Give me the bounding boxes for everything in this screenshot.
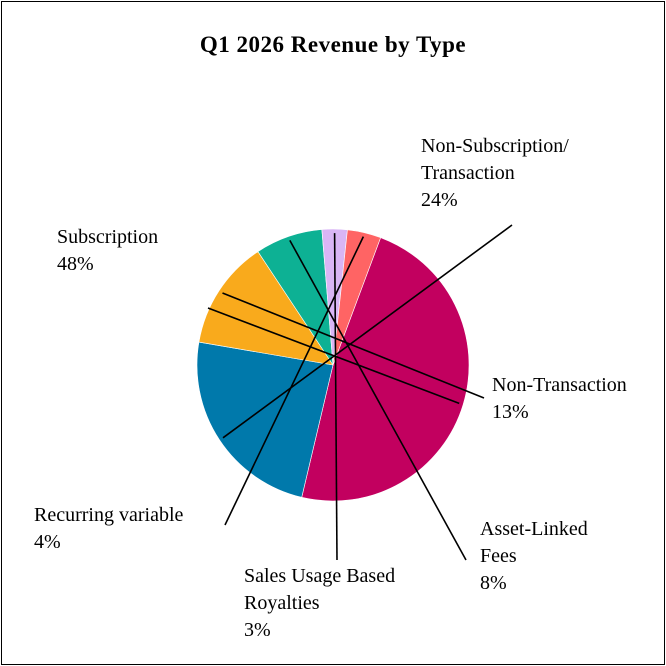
slice-name-label-1-0: Non-Subscription/	[421, 135, 569, 157]
slice-percent-label-3: 8%	[480, 572, 507, 594]
slice-name-label-2-0: Non-Transaction	[492, 374, 627, 396]
slice-name-label-3-0: Asset-Linked	[480, 518, 588, 540]
leader-line-2	[222, 292, 485, 399]
leader-line-5	[224, 236, 365, 526]
leader-line-1	[222, 224, 513, 439]
slice-percent-label-4: 3%	[244, 619, 271, 641]
slice-name-label-0-0: Subscription	[57, 226, 158, 248]
slice-percent-label-0: 48%	[57, 253, 94, 275]
slice-percent-label-1: 24%	[421, 189, 458, 211]
pie-slice-0	[301, 237, 470, 502]
chart-title: Q1 2026 Revenue by Type	[200, 32, 466, 57]
leader-line-3	[289, 239, 467, 561]
pie-slice-2	[198, 251, 334, 366]
slice-name-label-5-0: Recurring variable	[34, 504, 183, 526]
slice-name-label-4-0: Sales Usage Based	[244, 565, 395, 587]
pie-slice-5	[332, 229, 382, 366]
slice-name-label-4-1: Royalties	[244, 592, 320, 614]
slice-name-label-3-1: Fees	[480, 545, 517, 567]
leader-lines	[207, 224, 513, 561]
slice-percent-label-5: 4%	[34, 531, 61, 553]
slice-labels: Subscription 48% Non-Subscription/Transact…	[34, 135, 627, 641]
slice-name-label-1-1: Transaction	[421, 162, 515, 184]
leader-line-4	[333, 233, 338, 561]
pie-slices	[196, 228, 470, 502]
slice-percent-label-2: 13%	[492, 401, 529, 423]
